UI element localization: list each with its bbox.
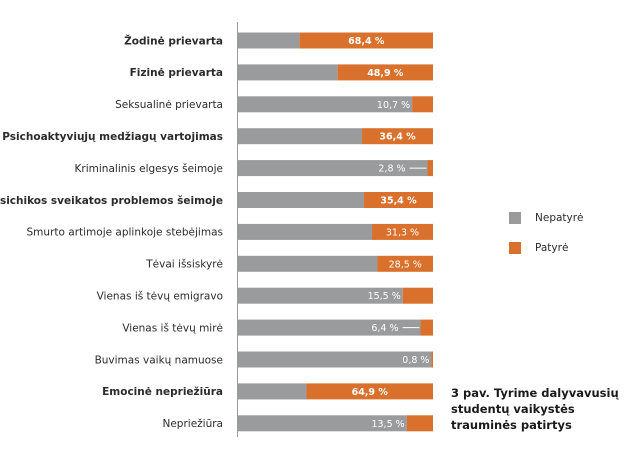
bar-patyre-zodine-prievarta bbox=[299, 32, 433, 49]
value-label-tevai-issiskyre: 28,5 % bbox=[389, 259, 422, 270]
category-label-tevai-issiskyre: Tėvai išsiskyrė bbox=[145, 259, 223, 271]
figure-caption: 3 pav. Tyrime dalyvavusių studentų vaiky… bbox=[451, 386, 619, 432]
category-label-vienas-is-tevu-emigravo: Vienas iš tėvų emigravo bbox=[97, 291, 223, 303]
category-label-emocine-neprieziura: Emocinė nepriežiūra bbox=[102, 386, 223, 398]
legend-item-nepatyre: Nepatyrė bbox=[509, 210, 584, 226]
bars-group: 68,4 % 48,9 % 10,7 % 36,4 % 2,8 % 35,4 % 31,3 … bbox=[238, 32, 433, 432]
bar-patyre-neprieziura bbox=[406, 415, 433, 432]
value-label-smurto-artimoje-aplinkoje-stebejimas: 31,3 % bbox=[386, 227, 419, 238]
category-label-fizine-prievarta: Fizinė prievarta bbox=[130, 67, 223, 79]
category-label-vienas-is-tevu-mire: Vienas iš tėvų mirė bbox=[122, 322, 223, 334]
bar-patyre-psichoaktyviuju-medziagu-vartojimas bbox=[362, 128, 433, 145]
bar-nepatyre-zodine-prievarta bbox=[238, 32, 300, 49]
value-label-zodine-prievarta: 68,4 % bbox=[348, 36, 385, 47]
value-label-psichikos-sveikatos-problemos-seimoje: 35,4 % bbox=[380, 196, 417, 207]
value-label-neprieziura: 13,5 % bbox=[371, 419, 404, 430]
legend-label-nepatyre: Nepatyrė bbox=[535, 212, 584, 224]
bar-patyre-vienas-is-tevu-mire bbox=[420, 319, 433, 336]
bar-patyre-vienas-is-tevu-emigravo bbox=[402, 287, 433, 304]
bar-patyre-fizine-prievarta bbox=[337, 64, 433, 81]
bar-nepatyre-kriminalinis-elgesys-seimoje bbox=[238, 160, 428, 177]
category-label-seksualine-prievarta: Seksualinė prievarta bbox=[115, 99, 223, 111]
legend-swatch-patyre bbox=[509, 242, 521, 254]
bar-patyre-tevai-issiskyre bbox=[377, 255, 433, 272]
category-label-kriminalinis-elgesys-seimoje: Kriminalinis elgesys šeimoje bbox=[75, 163, 223, 175]
category-label-zodine-prievarta: Žodinė prievarta bbox=[124, 34, 223, 47]
category-label-buvimas-vaiku-namuose: Buvimas vaikų namuose bbox=[95, 354, 223, 366]
bar-nepatyre-neprieziura bbox=[238, 415, 407, 432]
bar-nepatyre-smurto-artimoje-aplinkoje-stebejimas bbox=[238, 223, 372, 240]
category-label-neprieziura: Nepriežiūra bbox=[162, 418, 223, 430]
value-label-psichoaktyviuju-medziagu-vartojimas: 36,4 % bbox=[379, 132, 416, 143]
value-label-buvimas-vaiku-namuose: 0,8 % bbox=[402, 355, 429, 366]
bar-patyre-kriminalinis-elgesys-seimoje bbox=[427, 160, 433, 177]
value-label-emocine-neprieziura: 64,9 % bbox=[352, 387, 389, 398]
legend-item-patyre: Patyrė bbox=[509, 240, 584, 256]
legend: Nepatyrė Patyrė bbox=[509, 210, 584, 270]
bar-patyre-emocine-neprieziura bbox=[306, 383, 433, 400]
legend-label-patyre: Patyrė bbox=[535, 242, 569, 254]
bar-nepatyre-psichoaktyviuju-medziagu-vartojimas bbox=[238, 128, 363, 145]
bar-nepatyre-vienas-is-tevu-emigravo bbox=[238, 287, 403, 304]
bar-nepatyre-psichikos-sveikatos-problemos-seimoje bbox=[238, 192, 364, 208]
category-label-psichoaktyviuju-medziagu-vartojimas: Psichoaktyviųjų medžiagų vartojimas bbox=[2, 131, 223, 143]
category-label-psichikos-sveikatos-problemos-seimoje: Psichikos sveikatos problemos šeimoje bbox=[0, 195, 223, 207]
value-label-seksualine-prievarta: 10,7 % bbox=[377, 100, 410, 111]
value-label-vienas-is-tevu-emigravo: 15,5 % bbox=[368, 291, 401, 302]
bar-patyre-seksualine-prievarta bbox=[412, 96, 433, 113]
category-labels-group: Žodinė prievarta Fizinė prievarta Seksuali… bbox=[0, 34, 223, 430]
bar-nepatyre-buvimas-vaiku-namuose bbox=[238, 351, 432, 368]
legend-swatch-nepatyre bbox=[509, 212, 521, 224]
bar-patyre-psichikos-sveikatos-problemos-seimoje bbox=[363, 192, 433, 208]
bar-nepatyre-tevai-issiskyre bbox=[238, 255, 378, 272]
value-label-kriminalinis-elgesys-seimoje: 2,8 % bbox=[378, 164, 405, 175]
value-label-vienas-is-tevu-mire: 6,4 % bbox=[371, 323, 398, 334]
bar-nepatyre-emocine-neprieziura bbox=[238, 383, 307, 400]
bar-nepatyre-vienas-is-tevu-mire bbox=[238, 319, 421, 336]
value-label-fizine-prievarta: 48,9 % bbox=[367, 68, 404, 79]
bar-nepatyre-seksualine-prievarta bbox=[238, 96, 413, 113]
bar-patyre-smurto-artimoje-aplinkoje-stebejimas bbox=[371, 223, 433, 240]
category-label-smurto-artimoje-aplinkoje-stebejimas: Smurto artimoje aplinkoje stebėjimas bbox=[27, 227, 223, 239]
bar-patyre-buvimas-vaiku-namuose bbox=[431, 351, 433, 368]
bar-nepatyre-fizine-prievarta bbox=[238, 64, 338, 81]
